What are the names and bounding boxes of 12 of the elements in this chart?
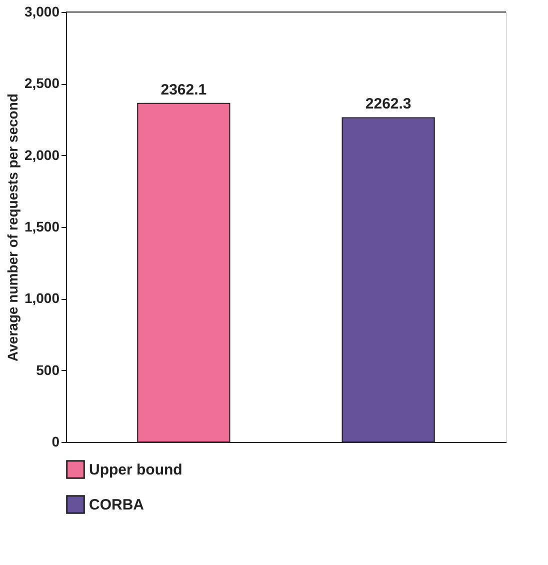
y-tick-label: 1,000 <box>24 290 60 306</box>
y-tick-label: 3,000 <box>24 4 60 20</box>
y-tick-label: 0 <box>52 434 60 450</box>
y-tick-label: 2,500 <box>24 75 60 92</box>
y-axis-title: Average number of requests per second <box>4 94 20 362</box>
legend-label: CORBA <box>89 496 144 514</box>
data-label: 2262.3 <box>365 96 412 113</box>
y-tick-label: 2,000 <box>24 146 60 163</box>
y-tick-label: 500 <box>36 362 60 378</box>
y-tick-label: 1,500 <box>24 218 60 234</box>
data-label: 2362.1 <box>160 81 207 98</box>
legend-label: Upper bound <box>89 462 182 478</box>
